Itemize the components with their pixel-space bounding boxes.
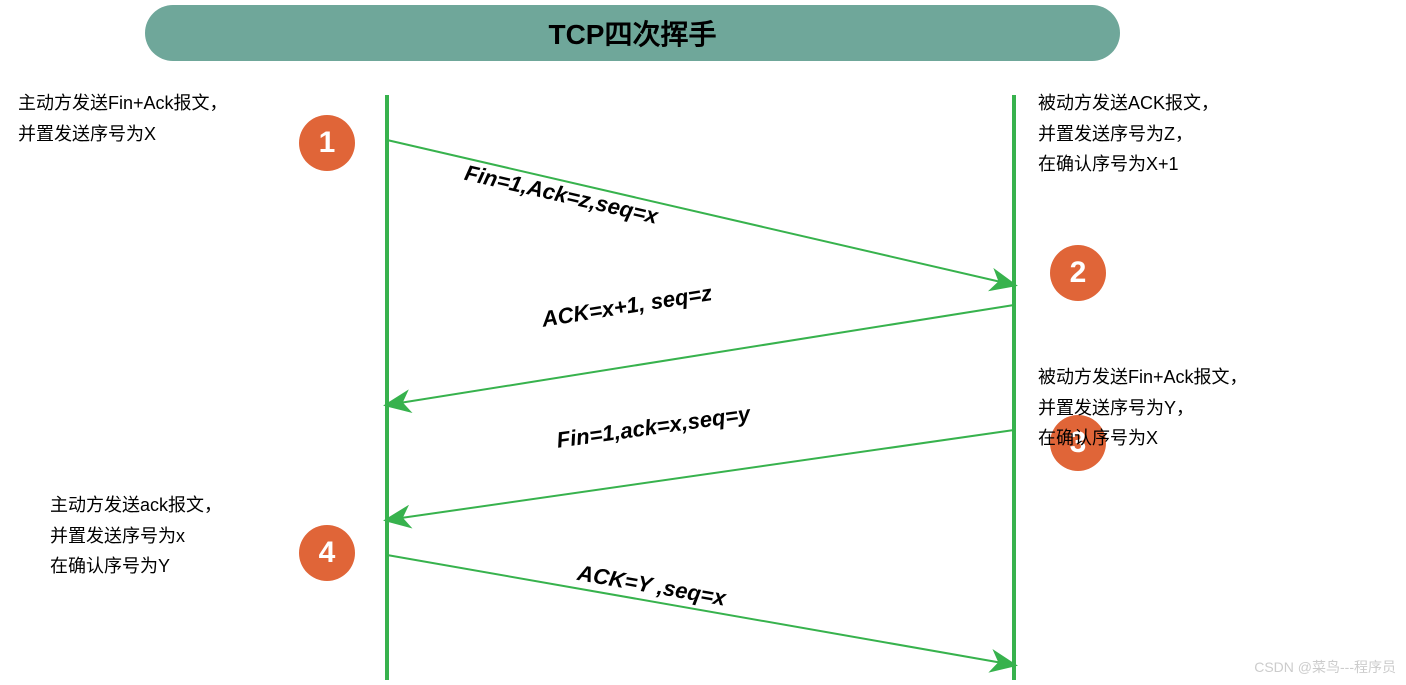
message-label-2: ACK=x+1, seq=z [540,280,714,333]
title-bar: TCP四次挥手 [145,5,1120,61]
description-4: 主动方发送ack报文，并置发送序号为x在确认序号为Y [50,490,222,582]
description-2: 被动方发送ACK报文，并置发送序号为Z，在确认序号为X+1 [1038,88,1219,180]
description-3: 被动方发送Fin+Ack报文，并置发送序号为Y，在确认序号为X [1038,362,1248,454]
title-text: TCP四次挥手 [548,13,716,53]
step-circle-2: 2 [1050,245,1106,301]
message-label-3: Fin=1,ack=x,seq=y [555,401,752,454]
step-circle-1: 1 [299,115,355,171]
step-circle-4: 4 [299,525,355,581]
watermark: CSDN @菜鸟---程序员 [1254,657,1396,677]
description-1: 主动方发送Fin+Ack报文，并置发送序号为X [18,88,228,149]
message-label-4: ACK=Y ,seq=x [575,560,727,612]
message-label-1: Fin=1,Ack=z,seq=x [462,160,660,230]
